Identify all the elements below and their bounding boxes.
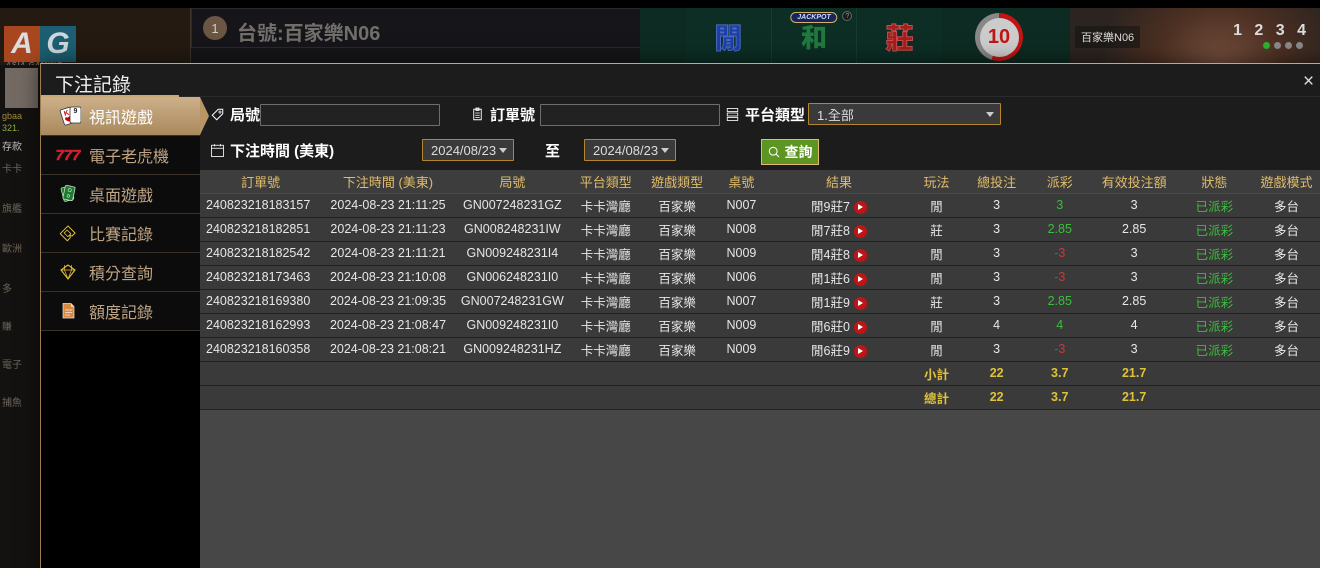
svg-text:9: 9 — [74, 108, 78, 115]
svg-text:777: 777 — [55, 147, 81, 164]
